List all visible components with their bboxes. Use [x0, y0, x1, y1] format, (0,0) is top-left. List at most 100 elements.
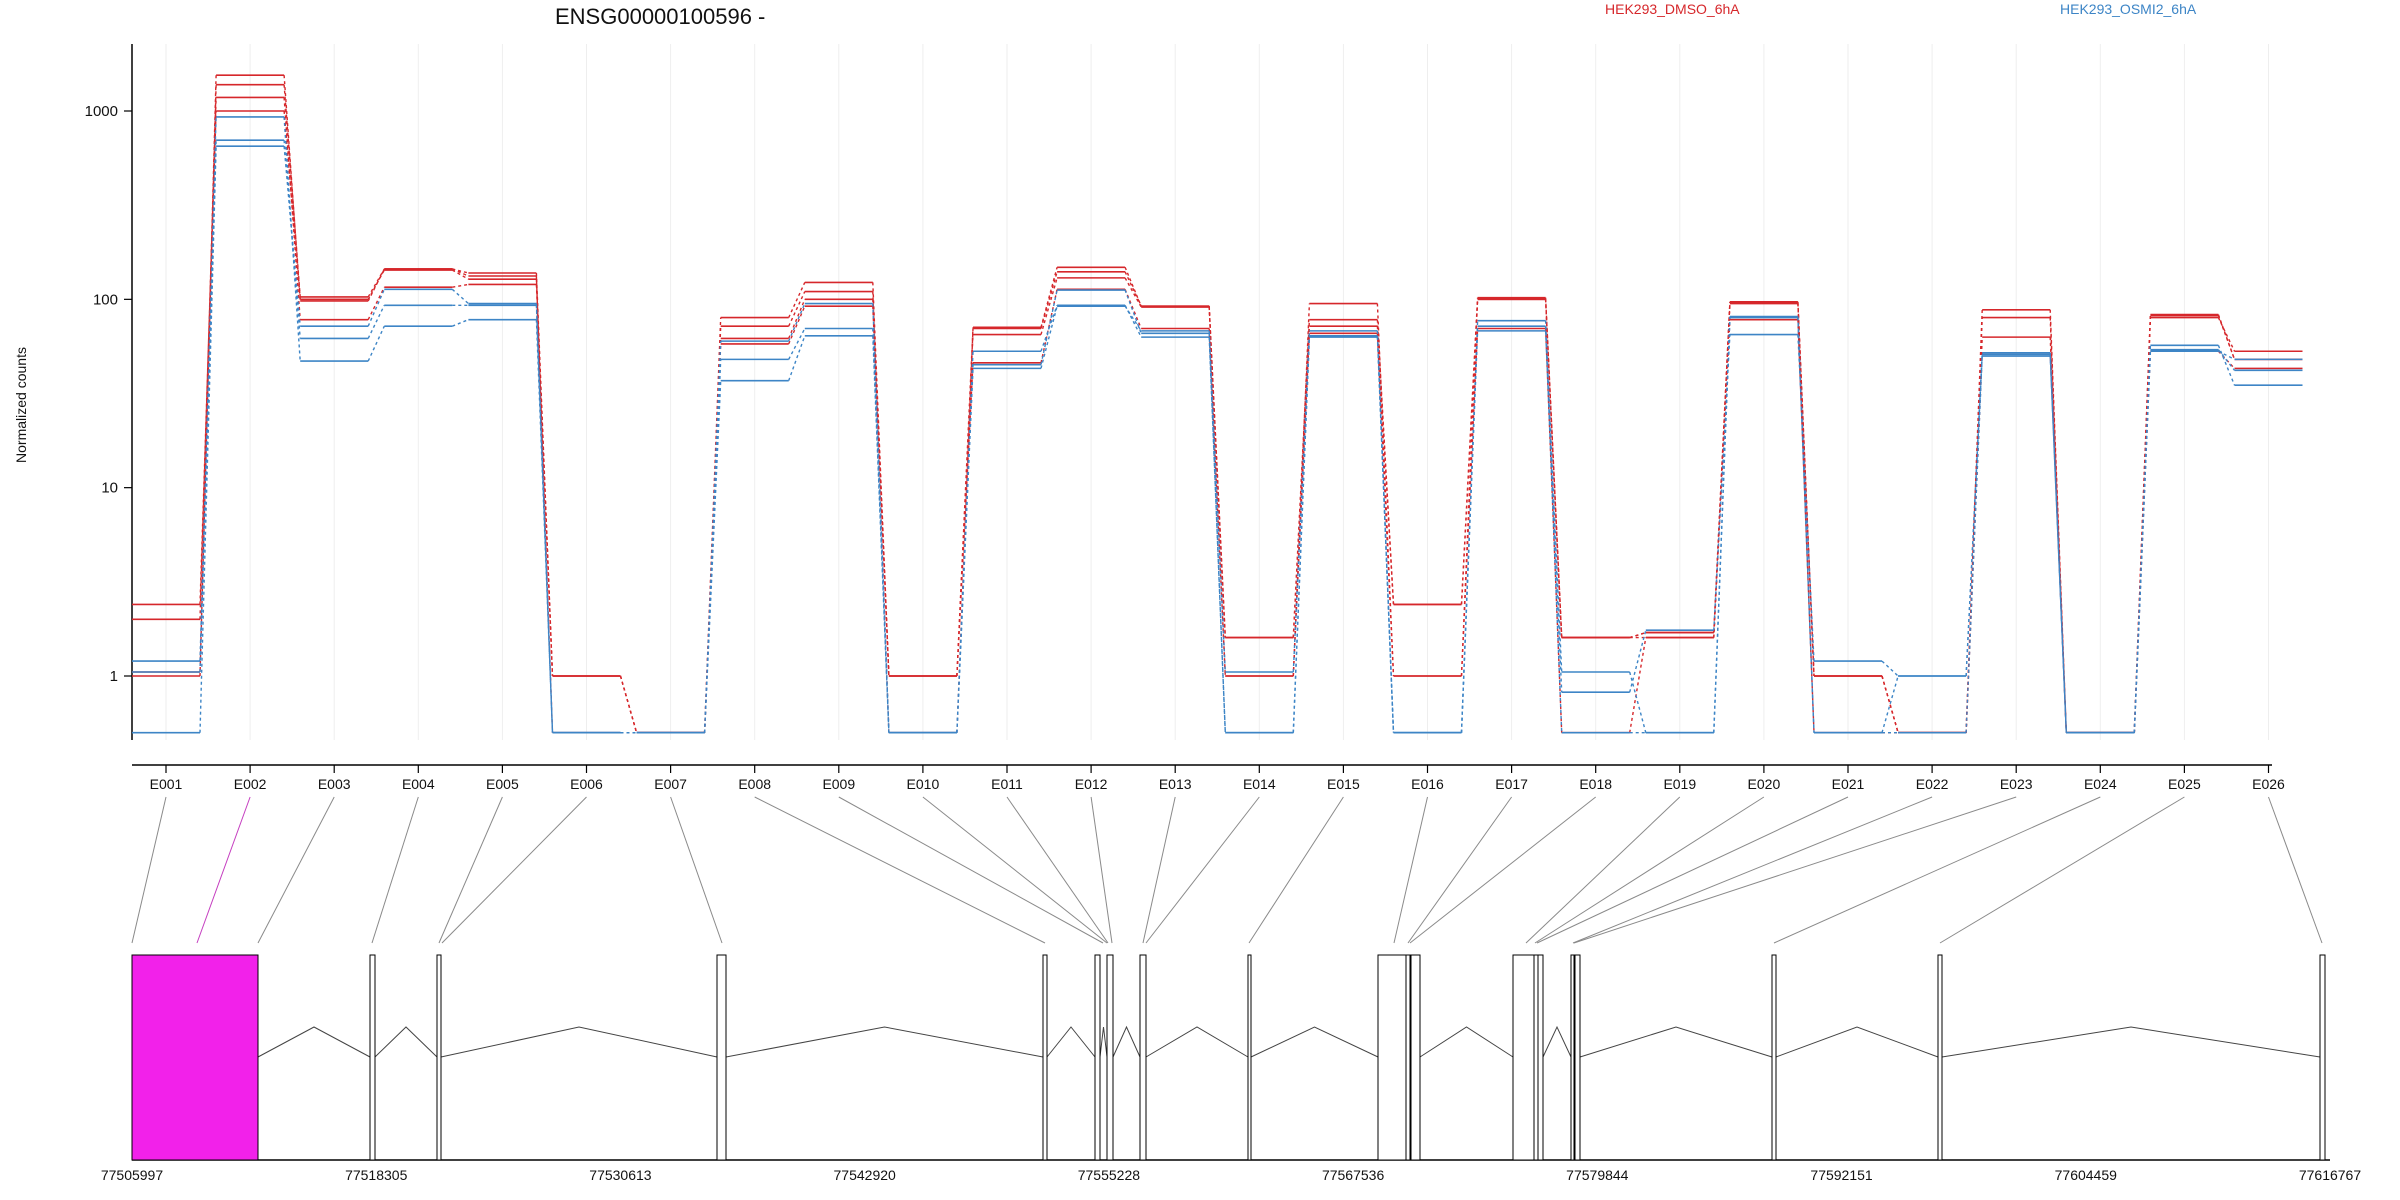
exon-connector-line: [371, 796, 419, 944]
exon-box: [1533, 954, 1539, 1161]
exon-box: [1570, 954, 1575, 1161]
series-connector: [283, 146, 301, 327]
series-connector: [199, 140, 217, 673]
intron-line: [1775, 1026, 1939, 1058]
intron-line: [1099, 1026, 1108, 1058]
exon-connector-line: [1142, 796, 1176, 944]
series-connector: [788, 335, 806, 381]
intron-line: [1046, 1026, 1096, 1058]
intron-line: [257, 1026, 371, 1058]
series-connector: [2049, 309, 2067, 733]
series-connector: [452, 319, 469, 327]
exon-connector-line: [2268, 796, 2323, 944]
x-tick-label: E026: [2252, 776, 2285, 792]
x-tick-label: E011: [991, 776, 1023, 792]
exon-box: [1574, 954, 1581, 1161]
x-tick-label: E021: [1832, 776, 1865, 792]
series-connector: [1124, 289, 1142, 334]
series-connector: [1544, 328, 1563, 733]
exon-connector-line: [1536, 796, 1849, 944]
series-connector: [1376, 335, 1395, 733]
exon-connector-line: [838, 796, 1104, 944]
exon-connector-line: [1409, 796, 1597, 944]
series-connector: [1629, 671, 1647, 733]
series-line: [132, 83, 2303, 734]
x-tick-label: E009: [822, 776, 855, 792]
exon-connector-line: [1573, 796, 2017, 944]
genomic-tick-label: 77616767: [2299, 1167, 2362, 1183]
axes: [131, 44, 2272, 766]
series-connector: [199, 146, 217, 733]
series-connector: [452, 283, 469, 288]
series-connector: [1881, 660, 1899, 677]
x-tick-label: E007: [654, 776, 687, 792]
series-connector: [451, 288, 469, 305]
series-connector: [2217, 314, 2236, 360]
series-connector: [619, 675, 638, 733]
exon-box: [1405, 954, 1411, 1161]
series-connector: [283, 116, 301, 362]
series-connector: [1040, 305, 1058, 369]
exon-connectors: [131, 796, 2323, 944]
genomic-tick-label: 77505997: [101, 1167, 164, 1183]
series-connector: [1208, 337, 1226, 733]
exon-box: [1139, 954, 1147, 1161]
exon-box: [131, 954, 259, 1161]
series-connector: [956, 364, 974, 733]
x-tick-label: E020: [1748, 776, 1781, 792]
exon-box: [1937, 954, 1943, 1161]
series-connector: [1797, 302, 1815, 677]
x-tick-label: E004: [402, 776, 435, 792]
x-tick-label: E025: [2168, 776, 2201, 792]
series-connector: [788, 328, 806, 360]
exon-box: [1537, 954, 1544, 1161]
series-connector: [1376, 326, 1395, 605]
intron-line: [1579, 1026, 1773, 1058]
x-tick-label: E010: [907, 776, 940, 792]
intron-line: [1250, 1026, 1379, 1058]
genomic-tick-label: 77555228: [1078, 1167, 1141, 1183]
x-ticks: E001 E002 E003 E004 E005 E006 E007 E008 E009 E010…: [150, 765, 2285, 792]
exon-box: [1247, 954, 1252, 1161]
genomic-tick-label: 77592151: [1810, 1167, 1873, 1183]
series-connector: [2133, 349, 2152, 733]
series-line: [132, 96, 2303, 734]
series-connector: [1629, 630, 1647, 693]
series-connector: [1629, 631, 1647, 639]
series-connector: [1544, 299, 1563, 638]
x-tick-label: E012: [1075, 776, 1108, 792]
gene-model: [131, 954, 2330, 1161]
exon-box: [1094, 954, 1101, 1161]
series-connector: [1208, 333, 1226, 733]
series-connector: [703, 338, 722, 733]
intron-line: [725, 1026, 1044, 1058]
series-connector: [535, 272, 554, 677]
series-connector: [2217, 350, 2236, 369]
series-connector: [1629, 637, 1647, 733]
exon-box: [369, 954, 376, 1161]
y-ticks: 1 10 100 1000: [85, 103, 132, 685]
intron-line: [1145, 1026, 1249, 1058]
series-connector: [1292, 330, 1311, 673]
y-tick-label: 1: [110, 668, 118, 685]
genomic-tick-label: 77604459: [2055, 1167, 2118, 1183]
x-tick-label: E013: [1159, 776, 1192, 792]
exon-box: [716, 954, 727, 1161]
series-connector: [367, 286, 385, 320]
x-tick-label: E017: [1495, 776, 1528, 792]
genomic-tick-label: 77518305: [345, 1167, 408, 1183]
exon-box: [1771, 954, 1777, 1161]
exon-box: [1377, 954, 1407, 1161]
exon-box: [436, 954, 442, 1161]
series-connector: [788, 291, 806, 327]
series-connector: [1460, 328, 1479, 677]
series-connector: [1544, 320, 1563, 673]
exon-connector-line: [1525, 796, 1681, 944]
series-connector: [283, 75, 301, 302]
exon-connector-line: [1572, 796, 1933, 944]
exon-connector-line: [754, 796, 1046, 944]
x-tick-label: E016: [1411, 776, 1444, 792]
series-connector: [1881, 675, 1899, 733]
x-tick-label: E019: [1663, 776, 1696, 792]
